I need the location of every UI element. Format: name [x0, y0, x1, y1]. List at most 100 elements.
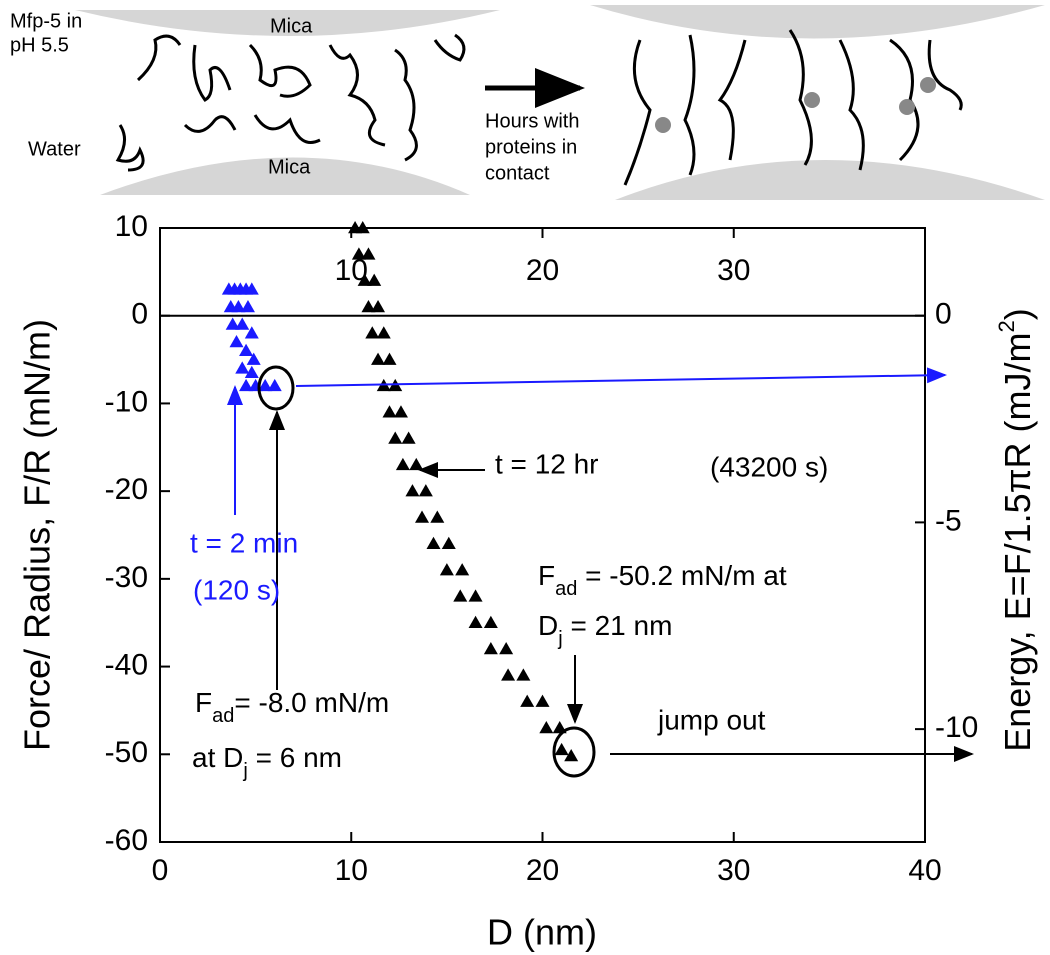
y-tick-label: -60	[105, 824, 148, 857]
point	[439, 563, 454, 576]
point	[371, 352, 386, 365]
point	[361, 247, 376, 260]
point	[468, 615, 483, 628]
x-tick-label: 10	[335, 854, 368, 887]
point	[430, 510, 445, 523]
y2-tick-label: 0	[935, 298, 952, 331]
diagram-label: Mica	[270, 15, 313, 37]
y-tick-label: 0	[131, 298, 148, 331]
point	[244, 365, 259, 378]
point	[415, 510, 430, 523]
point	[483, 642, 498, 655]
y-tick-label: -40	[105, 648, 148, 681]
point	[361, 299, 376, 313]
mica	[615, 160, 1045, 200]
point	[376, 326, 391, 339]
point	[539, 720, 554, 734]
y-axis-label: Force/ Radius, F/R (mN/m)	[17, 319, 58, 751]
y2-label-sup: 2	[994, 320, 1019, 332]
point	[409, 457, 424, 471]
diagram-label: pH 5.5	[10, 34, 69, 56]
point	[382, 405, 397, 418]
point	[520, 694, 535, 707]
x-axis-label: D (nm)	[487, 912, 597, 953]
point	[229, 335, 244, 348]
annotations: t = 2 min (120 s) t = 12 hr (43200 s) Fa…	[190, 365, 974, 782]
diagram-label: Hours with	[485, 110, 579, 132]
diagram-label: Water	[28, 138, 81, 160]
mica	[100, 157, 470, 195]
annotation: Fad = -50.2 mN/m at	[538, 560, 787, 600]
y2-tick-label: -5	[935, 504, 962, 537]
point	[405, 484, 420, 497]
point	[355, 221, 370, 234]
point	[367, 273, 382, 286]
point	[535, 694, 550, 707]
point	[246, 352, 261, 365]
y2-label-text: )	[997, 308, 1038, 320]
point	[395, 457, 410, 471]
point	[225, 317, 240, 330]
y2-axis-label: Energy, E=F/1.5πR (mJ/m2)	[994, 308, 1038, 752]
point	[357, 273, 372, 286]
y-tick-label: -30	[105, 561, 148, 594]
bonds	[655, 77, 936, 133]
diagram-label: proteins in	[485, 136, 577, 158]
point	[365, 326, 380, 339]
arrow	[295, 367, 947, 387]
point	[455, 563, 470, 576]
point	[382, 352, 397, 365]
point	[393, 405, 408, 418]
annotation: t = 12 hr	[495, 448, 599, 479]
y2-label-text: Energy, E=F/1.5πR (mJ/m	[997, 332, 1038, 751]
point	[554, 742, 569, 756]
diagram-label: Mica	[268, 156, 311, 178]
point	[235, 361, 250, 374]
point	[564, 749, 579, 762]
y-tick-label: 10	[115, 210, 148, 243]
annotation: (120 s)	[193, 574, 280, 605]
mica	[75, 10, 500, 36]
proteins	[115, 29, 963, 186]
top-x-tick-label: 30	[717, 254, 750, 287]
diagram-label: Mfp-5 in	[10, 10, 82, 32]
point	[351, 247, 366, 260]
schematic: Mfp-5 in pH 5.5 Mica Mica Water Hours wi…	[10, 5, 1045, 200]
point	[501, 668, 516, 681]
annotation: at Dj = 6 nm	[192, 742, 342, 782]
point	[244, 326, 259, 339]
y-tick-label: -20	[105, 473, 148, 506]
point	[258, 378, 273, 392]
point	[244, 282, 259, 295]
y-tick-label: -50	[105, 736, 148, 769]
point	[516, 668, 531, 681]
top-x-tick-label: 20	[526, 254, 559, 287]
mica	[590, 5, 1045, 39]
point	[418, 484, 433, 497]
point	[453, 589, 468, 602]
point	[239, 343, 254, 357]
point	[468, 589, 483, 602]
point	[441, 536, 456, 550]
point	[388, 431, 403, 444]
circle	[257, 365, 295, 411]
point	[267, 378, 282, 392]
y2-tick-label: -10	[935, 711, 978, 744]
circle	[552, 726, 596, 778]
point	[371, 299, 386, 313]
x-tick-label: 30	[717, 854, 750, 887]
annotation: Fad= -8.0 mN/m	[195, 687, 389, 727]
point	[499, 642, 514, 655]
annotation: jump out	[657, 704, 766, 735]
point	[426, 536, 441, 550]
x-tick-label: 40	[908, 854, 941, 887]
x-tick-label: 20	[526, 854, 559, 887]
point	[401, 431, 416, 444]
point	[483, 615, 498, 628]
point	[231, 299, 246, 313]
annotation: Dj = 21 nm	[538, 610, 672, 650]
diagram-label: contact	[485, 162, 550, 184]
